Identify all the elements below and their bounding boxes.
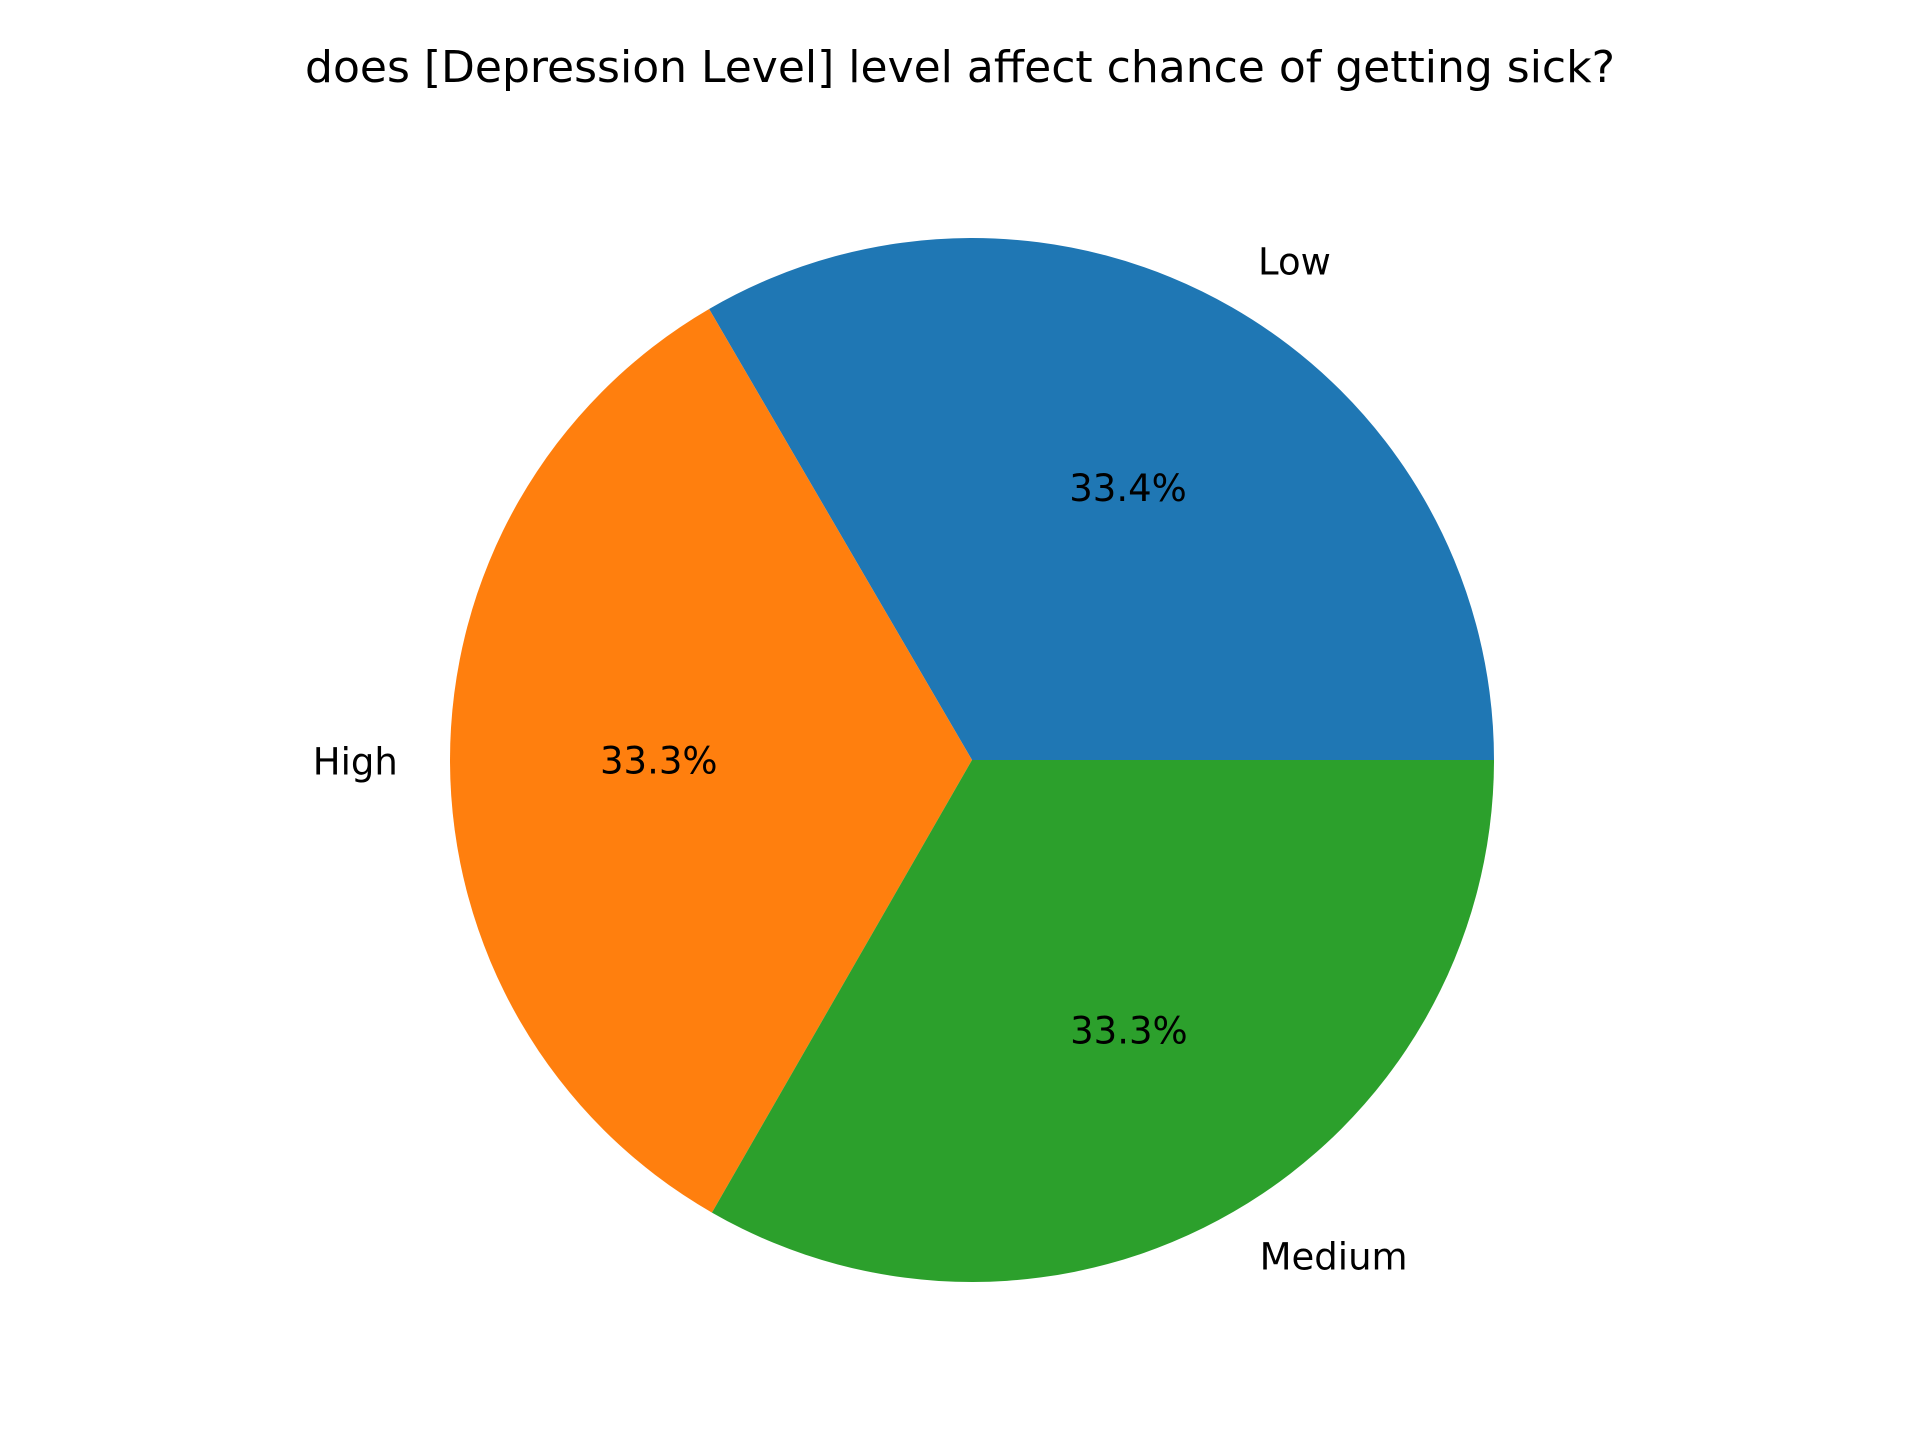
pie-slice-low bbox=[709, 238, 1494, 760]
slice-percent-high: 33.3% bbox=[600, 739, 718, 782]
slice-percent-low: 33.4% bbox=[1069, 467, 1187, 510]
chart-title: does [Depression Level] level affect cha… bbox=[305, 42, 1615, 93]
pie-slice-medium bbox=[711, 760, 1494, 1283]
pie-labels: Low 33.4% High 33.3% Medium 33.3% bbox=[313, 241, 1408, 1279]
pie-slices bbox=[449, 238, 1494, 1283]
slice-percent-medium: 33.3% bbox=[1070, 1010, 1188, 1053]
slice-label-medium: Medium bbox=[1260, 1235, 1408, 1278]
pie-slice-high bbox=[449, 309, 972, 1213]
slice-label-high: High bbox=[313, 740, 398, 783]
slice-label-low: Low bbox=[1258, 241, 1331, 284]
